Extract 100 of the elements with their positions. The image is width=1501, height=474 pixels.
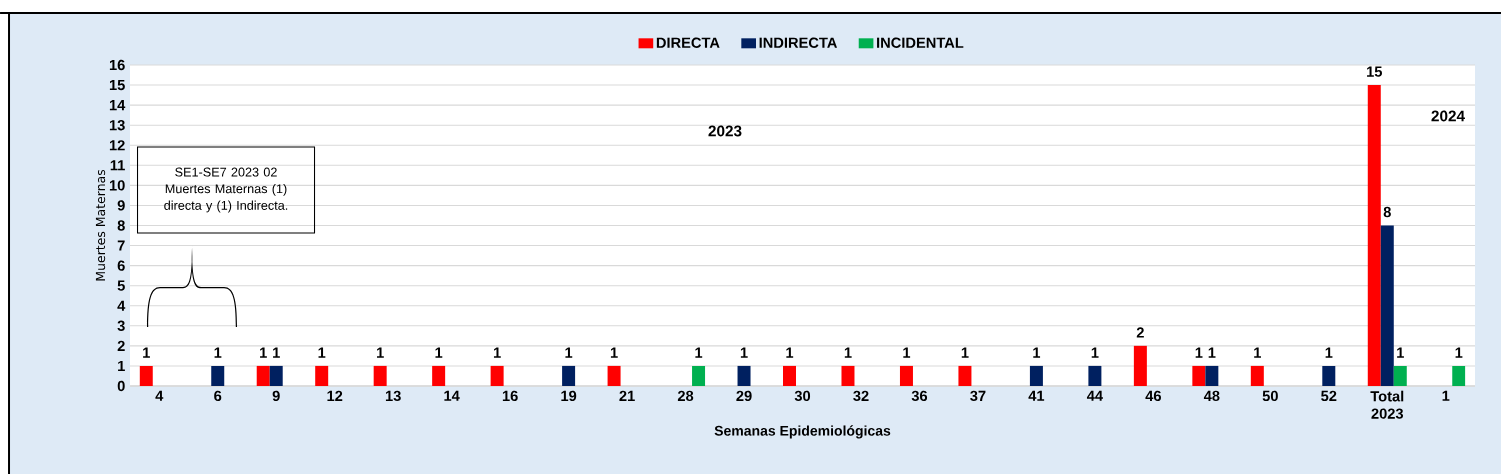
annotation: SE1-SE7 2023 02 Muertes Maternas (1) directa y (1) Indirecta.: [164, 167, 288, 213]
bar: [139, 365, 153, 386]
data-label: 1: [214, 347, 222, 358]
data-label: 1: [435, 347, 443, 358]
data-label: 1: [1325, 347, 1333, 358]
legend-label: INCIDENTAL: [877, 37, 964, 48]
y-tick-label: 6: [117, 260, 125, 271]
data-label: 1: [844, 347, 852, 358]
legend-label: INDIRECTA: [759, 37, 838, 48]
data-label: 1: [1254, 347, 1261, 358]
y-tick-label: 10: [109, 180, 125, 191]
bar: [256, 365, 270, 386]
y-tick-label: 11: [110, 160, 125, 171]
bar: [373, 365, 387, 386]
bar: [1088, 365, 1102, 386]
y-tick-label: 5: [117, 280, 125, 291]
bar: [1133, 345, 1147, 386]
x-tick-label: 44: [1086, 390, 1103, 401]
x-tick-label: 41: [1028, 390, 1045, 401]
bar: [490, 365, 504, 386]
bar: [211, 365, 225, 386]
bar: [899, 365, 913, 386]
bar: [269, 365, 283, 386]
y-tick-label: 0: [117, 380, 125, 392]
y-tick-label: 7: [117, 240, 125, 251]
y-tick-label: 13: [109, 119, 125, 131]
bar: [958, 365, 972, 386]
bar: [315, 365, 329, 386]
x-tick-label: 46: [1145, 390, 1161, 402]
bar: [1192, 365, 1206, 386]
data-label: 1: [1091, 347, 1099, 358]
x-tick-label: 1: [1442, 390, 1450, 401]
bar: [1322, 365, 1336, 386]
x-tick-label: 6: [214, 390, 222, 402]
bar: [692, 365, 706, 386]
x-tick-label: 50: [1262, 390, 1278, 402]
bar: [1380, 225, 1394, 386]
bar: [1393, 365, 1407, 386]
data-label: 1: [273, 347, 280, 358]
data-label: 1: [1397, 347, 1404, 358]
data-label: 1: [610, 347, 618, 358]
data-label: 8: [1383, 206, 1391, 218]
bar: [432, 365, 446, 386]
data-label: 2: [1136, 327, 1144, 338]
y-axis-title: Muertes Maternas: [95, 169, 106, 281]
bar: [1367, 85, 1381, 386]
x-tick-label: 13: [385, 390, 401, 402]
bar: [1250, 365, 1264, 386]
y-tick-label: 8: [117, 220, 125, 231]
bar: [841, 365, 855, 386]
x-tick-label: 14: [444, 390, 460, 401]
y-tick-label: 15: [109, 79, 125, 91]
data-label: 1: [377, 347, 384, 358]
x-tick-label: 32: [853, 390, 869, 402]
annotation: 2023: [708, 125, 742, 137]
x-tick-label: 29: [736, 390, 752, 402]
x-tick-label: 36: [911, 390, 928, 402]
x-tick-label: 30: [794, 390, 811, 402]
data-label: 1: [1033, 347, 1041, 358]
bar: [1205, 365, 1219, 386]
bar: [783, 365, 797, 386]
x-tick-label: 48: [1203, 390, 1220, 402]
x-tick-label: 28: [677, 390, 694, 402]
data-label: 1: [1455, 347, 1463, 358]
data-label: 1: [260, 347, 267, 358]
bar: [562, 365, 576, 386]
x-tick-label: Total 2023: [1370, 390, 1404, 419]
x-tick-label: 16: [502, 390, 518, 402]
annotation: 2024: [1431, 110, 1465, 122]
x-tick-label: 52: [1321, 390, 1337, 402]
y-tick-label: 1: [118, 360, 125, 371]
legend-label: DIRECTA: [656, 37, 720, 48]
data-label: 1: [493, 347, 501, 358]
y-tick-label: 3: [117, 320, 125, 331]
data-label: 1: [318, 347, 326, 358]
x-tick-label: 12: [327, 390, 343, 401]
y-tick-label: 9: [117, 200, 125, 211]
bar: [1029, 365, 1043, 386]
x-axis-title: Semanas Epidemiológicas: [714, 425, 891, 439]
data-label: 1: [786, 347, 794, 358]
data-label: 1: [695, 347, 703, 358]
data-label: 1: [961, 347, 969, 358]
y-tick-label: 12: [109, 140, 125, 151]
x-tick-label: 21: [619, 390, 635, 401]
data-label: 1: [1208, 347, 1216, 358]
data-label: 1: [903, 347, 911, 358]
x-tick-label: 37: [970, 390, 986, 402]
bar: [607, 365, 621, 386]
x-tick-label: 4: [155, 390, 164, 401]
y-tick-label: 4: [117, 300, 126, 311]
y-tick-label: 14: [109, 100, 126, 111]
data-label: 1: [1195, 347, 1203, 358]
x-tick-label: 9: [272, 390, 280, 402]
data-label: 1: [565, 347, 573, 358]
bar: [1452, 365, 1466, 386]
y-tick-label: 16: [109, 59, 125, 71]
x-tick-label: 19: [561, 390, 577, 402]
data-label: 1: [740, 347, 748, 358]
data-label: 1: [143, 347, 150, 358]
y-tick-label: 2: [117, 340, 125, 351]
